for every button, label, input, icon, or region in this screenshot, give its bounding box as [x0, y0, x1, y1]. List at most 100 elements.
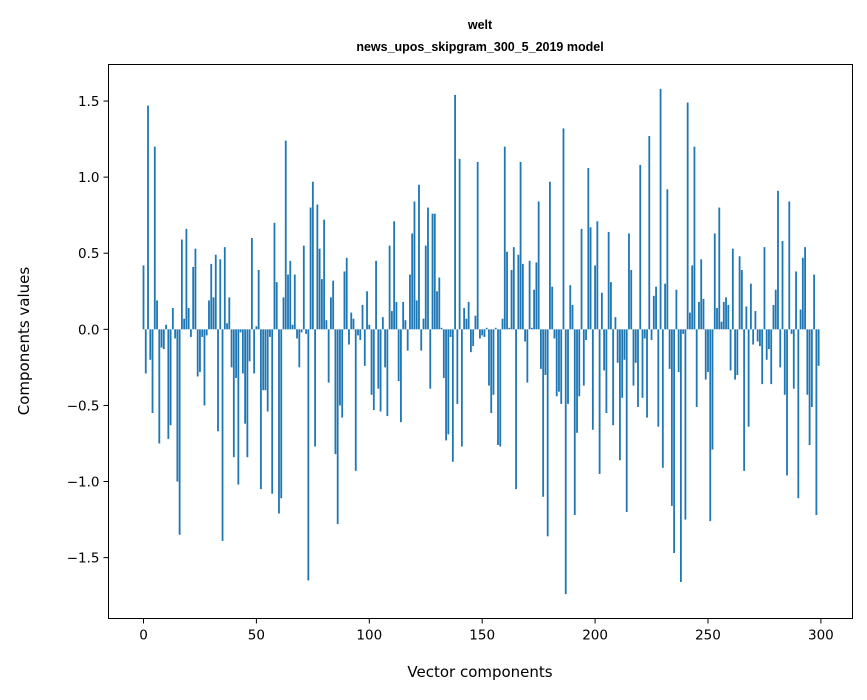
bar-component-289	[795, 271, 797, 330]
bar-component-38	[228, 297, 231, 330]
bar-component-145	[470, 329, 472, 353]
bar-component-128	[431, 213, 434, 330]
bar-component-261	[731, 248, 734, 330]
bar-component-46	[246, 329, 249, 458]
chart-title-line-2: news_upos_skipgram_300_5_2019 model	[356, 40, 603, 54]
bar-component-113	[397, 329, 400, 382]
bar-component-199	[591, 329, 594, 430]
bar-component-169	[524, 329, 526, 342]
bar-component-194	[580, 228, 583, 330]
bar-component-74	[309, 207, 312, 330]
bar-component-96	[359, 329, 362, 340]
bar-component-189	[569, 285, 572, 330]
bar-component-210	[616, 329, 619, 363]
bar-component-123	[420, 329, 423, 351]
bar-component-276	[765, 329, 768, 360]
bar-component-293	[804, 247, 806, 330]
bar-component-105	[379, 329, 382, 412]
bar-component-264	[738, 256, 741, 330]
bar-component-287	[790, 329, 793, 334]
bar-component-82	[327, 329, 330, 383]
bar-component-77	[316, 204, 319, 330]
bar-component-79	[320, 279, 323, 330]
bar-component-99	[366, 291, 368, 330]
bar-component-208	[612, 329, 615, 426]
bar-component-144	[467, 301, 470, 330]
bar-component-90	[345, 257, 348, 330]
x-tick-label: 0	[139, 628, 148, 644]
bar-component-86	[336, 329, 339, 525]
bar-component-92	[350, 312, 353, 330]
bar-component-190	[571, 304, 574, 330]
bar-component-146	[472, 329, 475, 347]
bar-component-223	[646, 329, 648, 418]
bar-component-286	[788, 201, 791, 330]
bar-component-197	[587, 167, 590, 330]
bar-component-274	[761, 329, 764, 385]
bar-component-142	[463, 308, 466, 330]
bar-component-236	[675, 289, 678, 330]
y-axis-ticks: −1.5 −1.0 −0.5 0.0 0.5 1.0 1.5	[67, 94, 109, 567]
bar-component-93	[352, 318, 355, 330]
bar-component-72	[305, 329, 307, 334]
bar-component-134	[445, 329, 447, 441]
bar-component-25	[199, 329, 201, 372]
bar-component-48	[250, 238, 253, 330]
bar-component-290	[797, 329, 800, 499]
bar-component-247	[700, 259, 703, 330]
bar-component-124	[422, 318, 425, 330]
bar-component-13	[171, 308, 174, 330]
bar-component-65	[289, 260, 292, 330]
bar-component-280	[774, 289, 777, 330]
bar-component-84	[332, 280, 335, 330]
bar-component-167	[519, 161, 522, 330]
bar-component-53	[262, 329, 265, 391]
bar-component-234	[670, 329, 673, 506]
bar-component-164	[512, 247, 515, 330]
bar-component-78	[318, 248, 321, 330]
bar-component-87	[339, 329, 341, 406]
bar-component-9	[162, 329, 165, 350]
bar-component-260	[729, 329, 732, 371]
bar-component-299	[817, 329, 820, 366]
bar-component-269	[749, 283, 752, 330]
bar-component-23	[194, 248, 197, 330]
bar-component-15	[176, 329, 179, 482]
bar-component-16	[178, 329, 181, 535]
bar-component-168	[521, 263, 524, 330]
bar-component-147	[474, 315, 477, 330]
bar-component-151	[483, 329, 486, 337]
bar-component-209	[614, 317, 617, 330]
bar-component-207	[609, 282, 612, 330]
bar-component-69	[298, 329, 301, 368]
bar-component-24	[196, 329, 199, 377]
bar-component-206	[607, 231, 610, 330]
bar-component-75	[311, 181, 314, 330]
bar-component-240	[684, 329, 687, 520]
bar-component-98	[363, 329, 366, 366]
bar-component-31	[212, 297, 215, 330]
bar-component-71	[302, 245, 305, 330]
bar-component-159	[501, 318, 504, 330]
bar-component-157	[497, 329, 499, 445]
bar-component-106	[381, 317, 384, 330]
bar-component-85	[334, 329, 337, 455]
bar-component-125	[424, 245, 427, 330]
bar-component-101	[370, 329, 373, 395]
bar-component-139	[456, 329, 459, 404]
bar-component-2	[147, 105, 149, 330]
bar-component-104	[377, 329, 380, 389]
bar-component-292	[801, 257, 804, 330]
bar-component-203	[600, 292, 603, 330]
bar-component-70	[300, 329, 303, 333]
bar-component-267	[745, 306, 748, 330]
bar-component-39	[230, 329, 233, 368]
bar-component-213	[623, 329, 626, 360]
bar-component-156	[494, 327, 497, 330]
bar-component-11	[167, 329, 170, 439]
bar-component-56	[269, 329, 271, 337]
x-tick-label: 150	[469, 628, 495, 644]
bar-component-68	[296, 329, 298, 339]
bar-component-67	[293, 274, 296, 330]
bar-component-238	[679, 329, 682, 582]
